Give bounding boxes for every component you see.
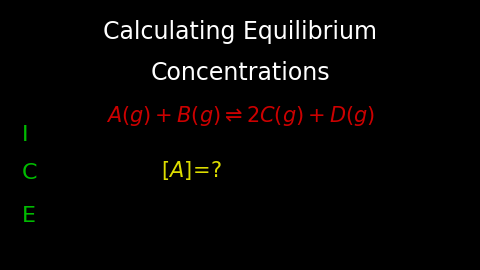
Text: C: C xyxy=(22,163,37,183)
Text: $[\mathit{A}]\!=\!?$: $[\mathit{A}]\!=\!?$ xyxy=(161,158,223,182)
Text: E: E xyxy=(22,206,36,226)
Text: $\mathit{A}(g) + \mathit{B}(g) \rightleftharpoons 2\mathit{C}(g) + \mathit{D}(g): $\mathit{A}(g) + \mathit{B}(g) \rightlef… xyxy=(106,104,374,128)
Text: Concentrations: Concentrations xyxy=(150,61,330,85)
Text: Calculating Equilibrium: Calculating Equilibrium xyxy=(103,21,377,44)
Text: I: I xyxy=(22,125,28,145)
